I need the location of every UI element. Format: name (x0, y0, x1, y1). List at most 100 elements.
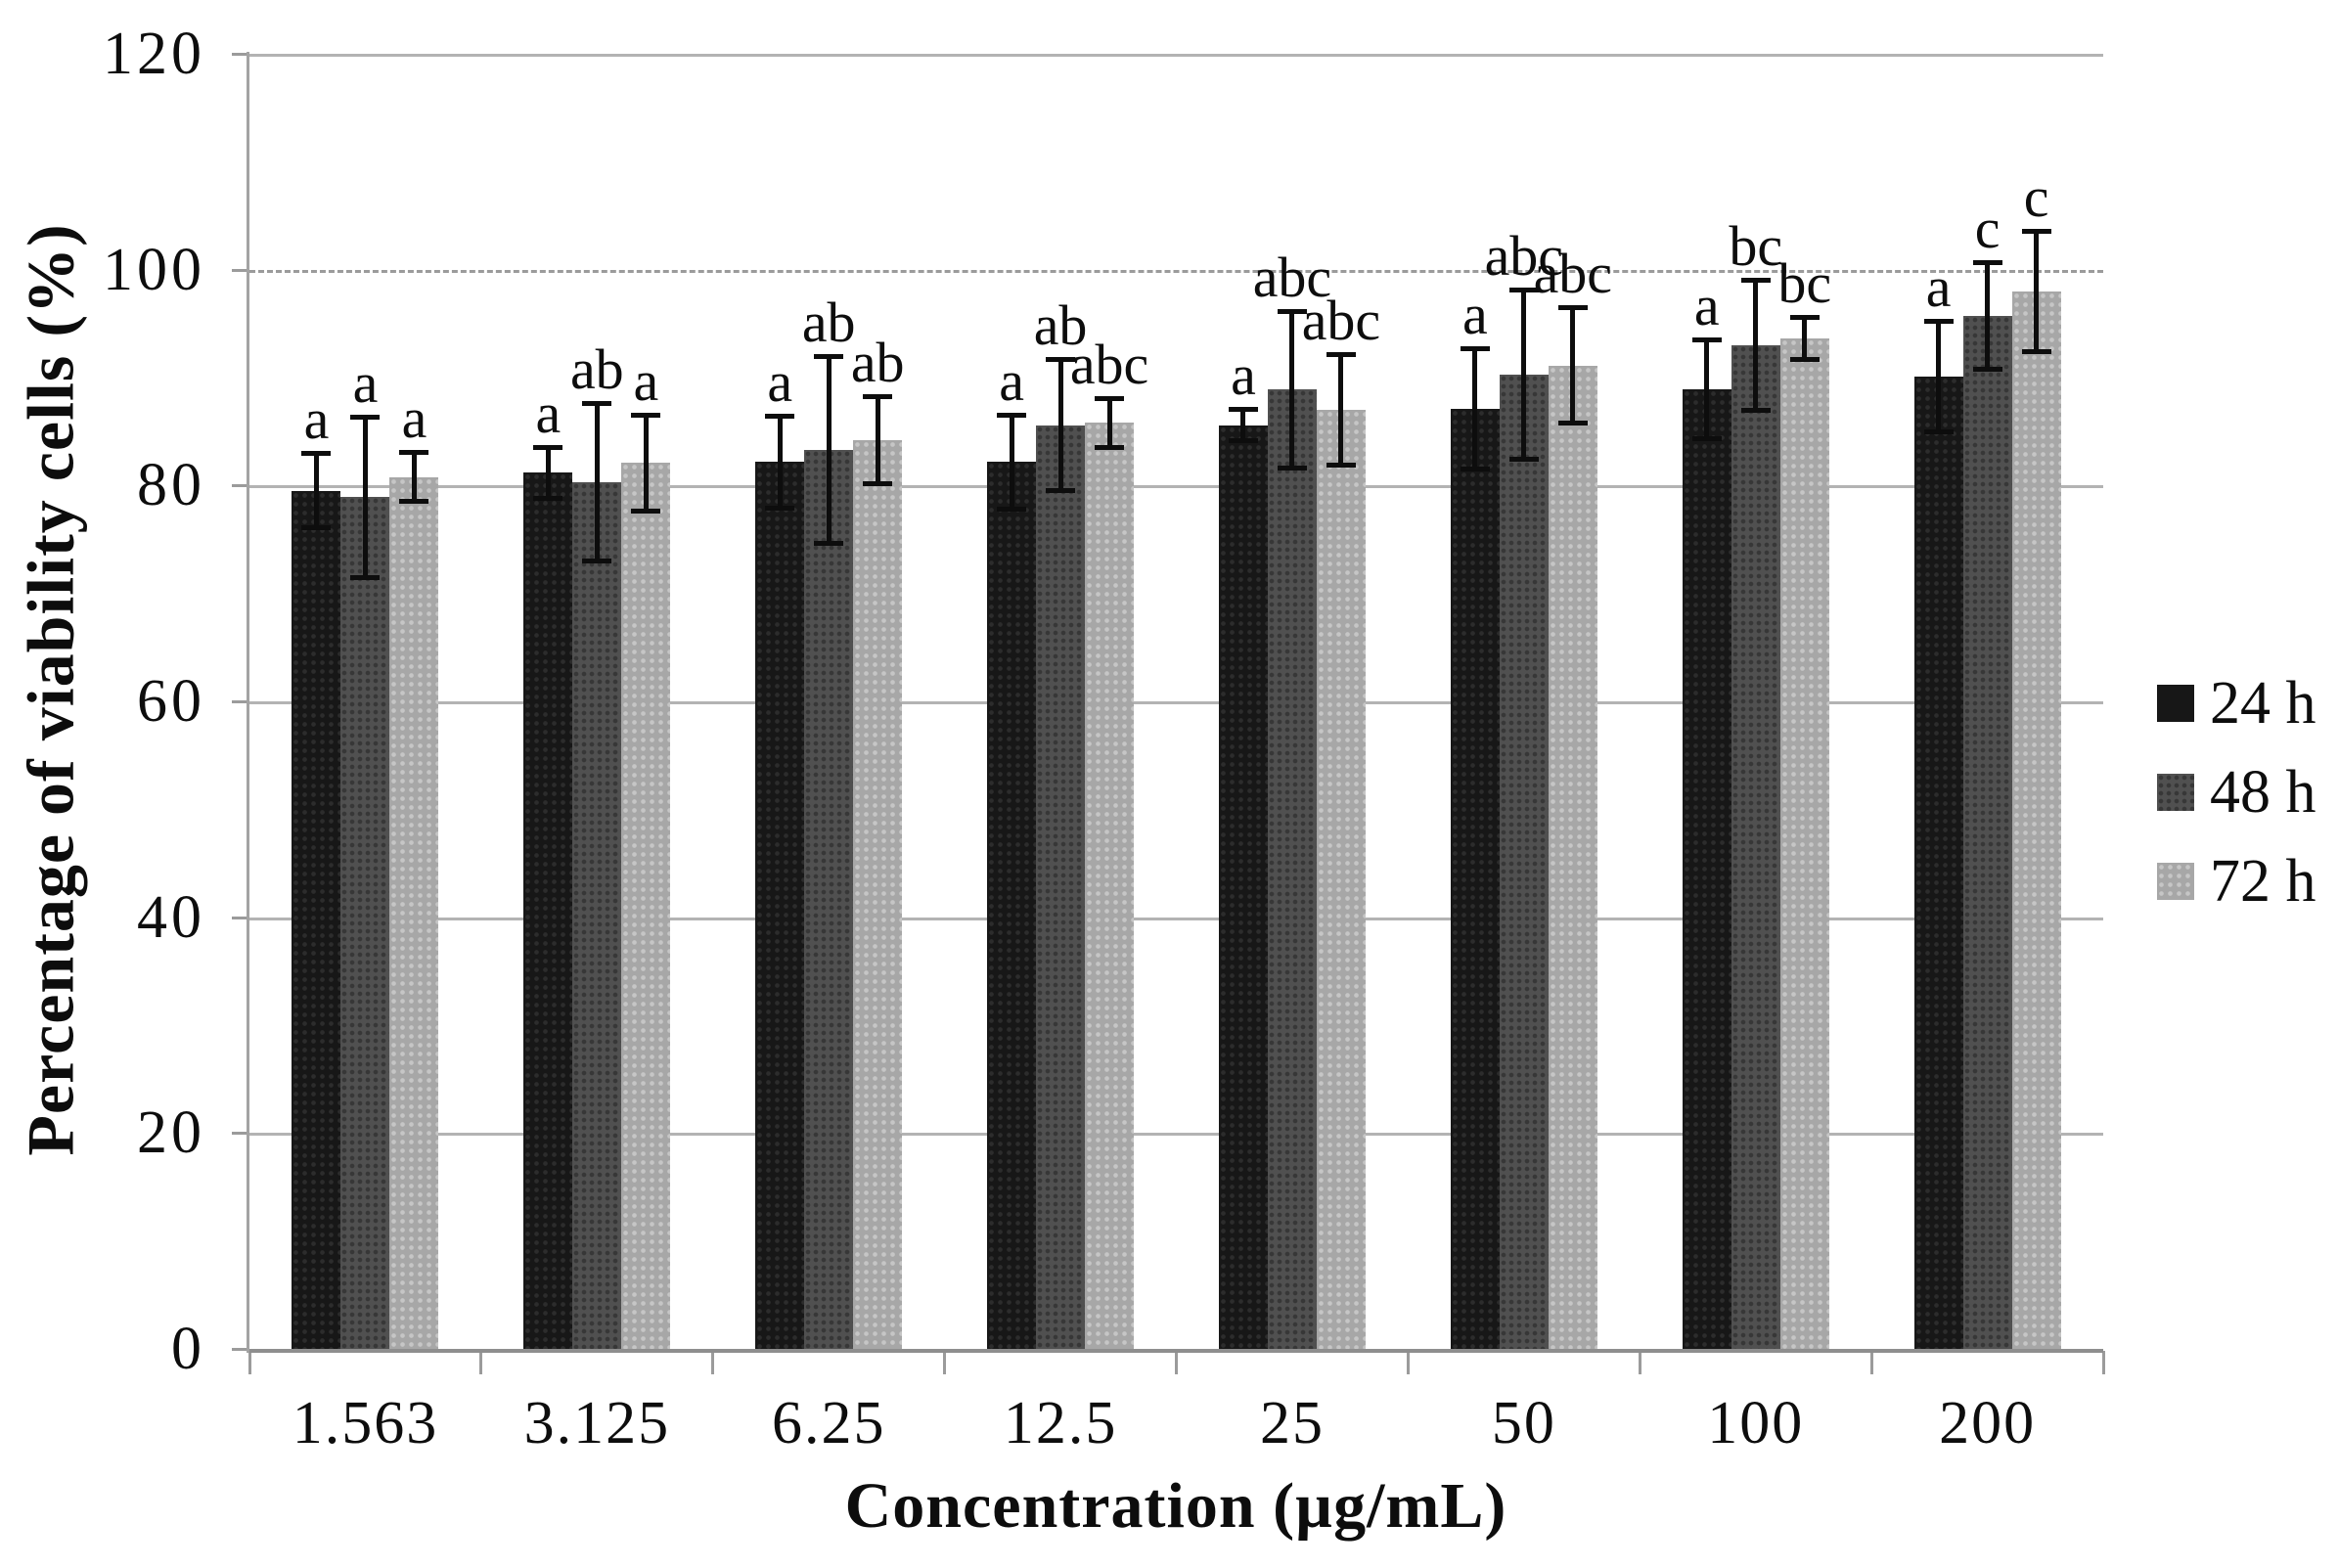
error-bar-cap-bottom (399, 498, 429, 504)
error-bar-cap-bottom (1923, 429, 1954, 435)
significance-letter: ab (850, 330, 905, 394)
bar-48h-25 (1267, 389, 1317, 1349)
bar-72h-25 (1316, 410, 1366, 1349)
error-bar (1009, 414, 1014, 510)
bar-48h-50 (1499, 374, 1549, 1349)
bar-72h-3.125 (621, 463, 671, 1349)
error-bar-cap-top (765, 413, 795, 419)
error-bar (826, 355, 832, 544)
y-tick-label-100: 100 (103, 236, 205, 303)
bar-72h-1.563 (389, 476, 439, 1349)
error-bar-cap-bottom (350, 575, 381, 581)
error-bar (1057, 359, 1063, 491)
bar-72h-12.5 (1085, 423, 1135, 1349)
error-bar (1753, 279, 1759, 412)
significance-letter: abc (1252, 245, 1332, 309)
error-bar-cap-bottom (1095, 444, 1125, 450)
error-bar-cap-top (1095, 395, 1125, 401)
error-bar-cap-top (582, 401, 612, 407)
error-bar (362, 416, 368, 579)
bar-48h-100 (1731, 344, 1780, 1349)
error-bar (643, 414, 649, 512)
gridline-40 (249, 917, 2103, 920)
legend-swatch-icon (2157, 685, 2194, 722)
error-bar-cap-top (1508, 287, 1539, 292)
legend-item-48h: 48 h (2157, 762, 2316, 823)
significance-letter: abc (1301, 288, 1381, 352)
bar-72h-6.25 (853, 439, 903, 1349)
bar-24h-200 (1913, 376, 1963, 1349)
error-bar (1240, 408, 1246, 442)
error-bar-cap-bottom (1460, 466, 1490, 471)
y-axis-line (247, 52, 249, 1353)
x-tick-label-1.563: 1.563 (292, 1390, 439, 1456)
legend-item-72h: 72 h (2157, 851, 2316, 912)
error-bar-cap-bottom (1046, 487, 1076, 493)
error-bar-cap-top (1460, 346, 1490, 352)
significance-letter: c (2023, 164, 2049, 229)
y-axis-tick-0 (232, 1348, 249, 1351)
legend-label: 24 h (2210, 670, 2316, 737)
error-bar (1521, 289, 1527, 460)
bar-72h-100 (1779, 338, 1829, 1349)
error-bar-cap-top (1691, 337, 1722, 343)
y-tick-label-0: 0 (171, 1316, 205, 1382)
error-bar-cap-bottom (814, 540, 844, 546)
x-tick-label-25: 25 (1259, 1390, 1325, 1456)
significance-letter: a (303, 387, 330, 452)
error-bar-cap-bottom (631, 508, 661, 514)
error-bar (1106, 397, 1112, 448)
error-bar-cap-top (1277, 308, 1307, 314)
significance-letter: a (535, 381, 562, 445)
bar-48h-200 (1962, 316, 2012, 1349)
error-bar-cap-top (1046, 357, 1076, 363)
bar-24h-1.563 (292, 490, 341, 1349)
x-axis-tick-3 (943, 1351, 947, 1374)
significance-letter: ab (801, 290, 856, 354)
significance-letter: bc (1729, 213, 1783, 278)
x-tick-label-6.25: 6.25 (771, 1390, 886, 1456)
legend-label: 48 h (2210, 759, 2316, 826)
significance-letter: a (999, 348, 1024, 413)
x-tick-label-50: 50 (1491, 1390, 1556, 1456)
gridline-100 (249, 269, 2103, 273)
gridline-20 (249, 1133, 2103, 1137)
bar-72h-50 (1548, 365, 1597, 1349)
x-axis-tick-1 (479, 1351, 483, 1374)
x-axis-tick-6 (1638, 1351, 1641, 1374)
error-bar-cap-bottom (1228, 438, 1258, 444)
error-bar-cap-bottom (533, 495, 563, 501)
significance-letter: abc (1533, 242, 1613, 306)
significance-letter: abc (1484, 223, 1564, 288)
error-bar-cap-top (1789, 315, 1820, 321)
error-bar (313, 453, 319, 529)
y-tick-label-120: 120 (103, 21, 205, 87)
y-axis-title: Percentage of viability cells (%) (13, 223, 88, 1156)
y-axis-tick-100 (232, 268, 249, 272)
significance-letter: ab (1033, 293, 1088, 358)
error-bar-cap-top (1923, 318, 1954, 324)
y-axis-tick-60 (232, 700, 249, 703)
error-bar (545, 446, 551, 499)
legend: 24 h 48 h 72 h (2157, 673, 2316, 940)
error-bar (1802, 317, 1808, 361)
y-axis-tick-40 (232, 916, 249, 919)
error-bar-cap-top (1326, 351, 1356, 357)
error-bar (411, 452, 417, 502)
legend-swatch-icon (2157, 863, 2194, 900)
error-bar-cap-top (997, 412, 1027, 418)
error-bar-cap-bottom (1508, 456, 1539, 462)
error-bar-cap-bottom (1972, 367, 2002, 373)
bar-24h-3.125 (523, 472, 573, 1349)
y-axis-tick-120 (232, 53, 249, 56)
error-bar-cap-top (399, 450, 429, 456)
error-bar-cap-bottom (1789, 357, 1820, 363)
significance-letter: a (401, 386, 427, 451)
error-bar-cap-bottom (765, 505, 795, 511)
significance-letter: a (352, 350, 379, 415)
error-bar-cap-bottom (2021, 348, 2051, 354)
error-bar-cap-top (1557, 305, 1588, 311)
error-bar (1472, 348, 1478, 470)
error-bar-cap-top (2021, 228, 2051, 234)
